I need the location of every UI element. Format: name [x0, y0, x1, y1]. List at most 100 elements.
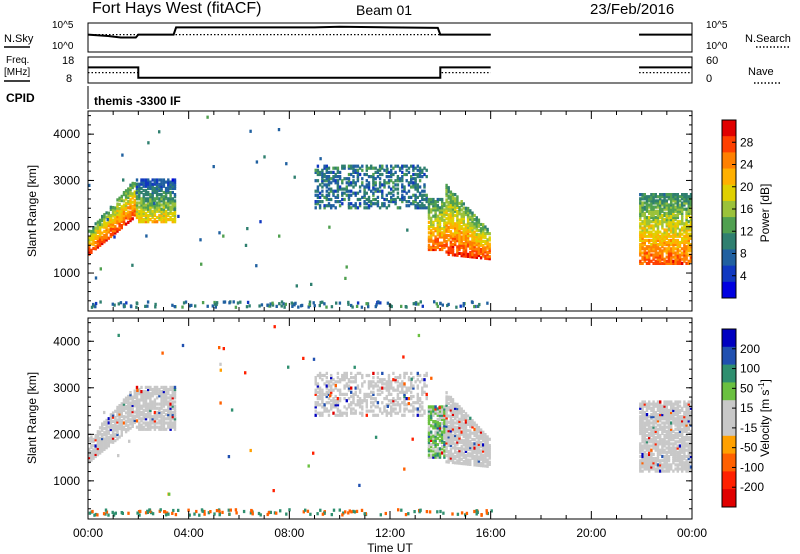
velocity-data-point [486, 452, 489, 456]
power-data-point [421, 168, 424, 172]
power-data-point [308, 303, 311, 307]
velocity-data-point [347, 378, 351, 382]
velocity-data-point [654, 427, 657, 431]
velocity-data-point [341, 378, 344, 382]
velocity-data-point [142, 402, 145, 406]
velocity-data-point [484, 443, 487, 447]
power-data-point [443, 243, 446, 247]
power-data-point [447, 229, 450, 233]
velocity-data-point [98, 449, 102, 453]
velocity-data-point [127, 511, 130, 515]
power-data-point [645, 205, 649, 209]
power-data-point [676, 255, 679, 259]
power-data-point [643, 259, 646, 263]
power-data-point [443, 220, 446, 224]
power-data-point [345, 181, 348, 185]
velocity-data-point [394, 378, 397, 382]
power-data-point [124, 214, 128, 218]
velocity-data-point [107, 440, 110, 444]
velocity-data-point [387, 378, 391, 382]
power-data-point [363, 195, 366, 199]
power-data-point [645, 220, 649, 224]
velocity-data-point [107, 421, 110, 425]
velocity-data-point [441, 432, 444, 436]
velocity-data-point [418, 403, 422, 407]
power-data-point [454, 213, 457, 218]
velocity-data-point [681, 444, 684, 448]
velocity-data-point [350, 403, 353, 407]
velocity-data-point [659, 427, 662, 431]
power-data-point [683, 195, 686, 199]
power-data-point [689, 199, 693, 203]
velocity-data-point [475, 427, 478, 432]
velocity-data-point [645, 454, 649, 459]
velocity-data-point [129, 393, 132, 397]
velocity-data-point [687, 457, 690, 461]
power-data-point [386, 167, 389, 171]
velocity-data-point [164, 400, 168, 404]
velocity-data-point [164, 390, 168, 394]
velocity-data-point [484, 456, 487, 460]
power-data-point [482, 250, 485, 254]
power-data-point [430, 229, 433, 233]
velocity-data-point [107, 429, 110, 433]
power-data-point [90, 238, 93, 242]
velocity-data-point [665, 406, 668, 410]
velocity-data-point [381, 371, 384, 375]
velocity-data-point [654, 425, 657, 429]
velocity-data-point [365, 373, 368, 378]
velocity-data-point [101, 424, 104, 428]
power-data-point [436, 304, 439, 308]
nsky-left-tick-bottom: 10^0 [52, 41, 74, 52]
velocity-data-point [687, 413, 690, 417]
power-data-point [352, 181, 355, 185]
velocity-data-point [460, 420, 463, 424]
power-data-point [96, 226, 100, 230]
velocity-data-point [670, 433, 673, 438]
power-data-point [674, 201, 677, 205]
power-data-point [407, 166, 411, 170]
power-data-point [131, 211, 134, 215]
velocity-data-point [140, 410, 143, 415]
velocity-data-point [449, 406, 453, 410]
velocity-data-point [114, 409, 117, 413]
power-data-point [454, 253, 457, 257]
power-data-point [109, 226, 113, 230]
velocity-data-point [683, 467, 686, 471]
power-data-point [153, 178, 157, 182]
velocity-data-point [173, 400, 177, 404]
velocity-data-point [354, 390, 357, 394]
power-data-point [672, 230, 675, 234]
power-data-point [383, 197, 386, 202]
power-data-point [155, 180, 159, 184]
power-data-point [678, 203, 682, 207]
power-data-point [414, 166, 417, 170]
power-data-point [336, 168, 340, 172]
power-data-point [438, 243, 442, 247]
power-data-point [456, 222, 459, 226]
velocity-data-point [127, 424, 130, 428]
power-data-point [486, 301, 489, 305]
power-data-point [390, 168, 393, 172]
velocity-data-point [327, 384, 331, 388]
power-data-point [129, 206, 132, 210]
beam-label: Beam 01 [356, 2, 412, 18]
velocity-data-point [149, 398, 152, 402]
power-data-point [120, 207, 123, 211]
power-data-point [639, 197, 642, 201]
power-data-point [667, 226, 671, 230]
power-data-point [667, 203, 671, 207]
velocity-data-point [661, 404, 664, 408]
velocity-data-point [92, 444, 95, 448]
power-data-point [661, 220, 664, 224]
power-data-point [659, 220, 662, 224]
power-data-point [672, 228, 675, 232]
power-data-point [423, 166, 426, 170]
power-data-point [398, 166, 402, 170]
power-data-point [462, 210, 465, 214]
power-data-point [167, 178, 170, 182]
power-data-point [650, 197, 653, 201]
power-data-point [107, 211, 110, 215]
power-x-ticks [87, 111, 693, 311]
velocity-data-point [672, 448, 675, 452]
